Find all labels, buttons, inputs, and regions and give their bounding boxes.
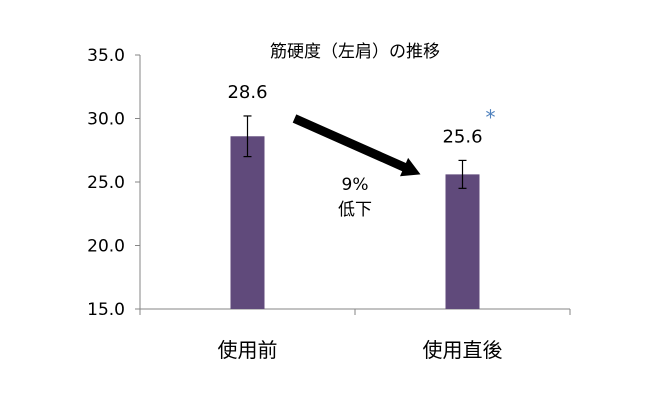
x-axis: 使用前 使用直後 xyxy=(139,308,571,362)
y-tick-label: 35.0 xyxy=(87,46,125,66)
y-tick-label: 20.0 xyxy=(87,237,125,257)
y-tick-label: 15.0 xyxy=(87,300,125,320)
category-label: 使用前 xyxy=(218,338,278,362)
bar xyxy=(230,136,265,309)
significance-marker: * xyxy=(486,105,496,129)
y-axis: 15.0 20.0 25.0 30.0 35.0 xyxy=(87,46,141,320)
annotations-group: * 9% 低下 xyxy=(292,105,496,220)
change-arrow xyxy=(292,114,421,177)
chart-title: 筋硬度（左肩）の推移 xyxy=(270,42,440,62)
bars-group: 28.6 25.6 xyxy=(227,82,483,309)
data-label: 25.6 xyxy=(442,126,482,147)
y-tick-label: 25.0 xyxy=(87,173,125,193)
bar xyxy=(445,174,480,309)
change-percent-label: 9% xyxy=(342,175,369,195)
data-label: 28.6 xyxy=(227,82,267,103)
change-text-label: 低下 xyxy=(338,200,372,220)
y-tick-label: 30.0 xyxy=(87,110,125,130)
category-label: 使用直後 xyxy=(423,338,503,362)
